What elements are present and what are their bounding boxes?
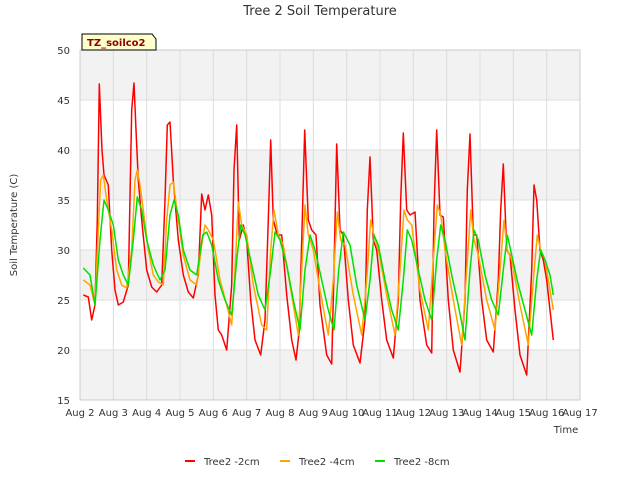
x-tick-label: Aug 9 — [299, 408, 328, 419]
x-tick-label: Aug 7 — [232, 408, 261, 419]
y-tick-label: 20 — [57, 346, 70, 357]
x-tick-label: Aug 4 — [132, 408, 161, 419]
plot-frame — [79, 49, 581, 401]
series-layer — [82, 82, 555, 376]
x-tick-label: Aug 17 — [562, 408, 597, 419]
chart-title: Tree 2 Soil Temperature — [242, 4, 397, 19]
background-band — [80, 50, 580, 100]
series-line-3 — [82, 196, 555, 341]
y-tick-label: 35 — [57, 196, 70, 207]
background-band — [80, 150, 580, 200]
legend-label: Tree2 -8cm — [393, 457, 450, 468]
y-tick-label: 45 — [57, 96, 70, 107]
badge-label: TZ_soilco2 — [87, 38, 146, 49]
plot-background-bands — [80, 50, 580, 400]
y-tick-label: 15 — [57, 396, 70, 407]
x-tick-label: Aug 16 — [529, 408, 564, 419]
x-tick-label: Aug 5 — [165, 408, 194, 419]
x-tick-label: Aug 13 — [429, 408, 464, 419]
x-tick-label: Aug 6 — [199, 408, 228, 419]
legend-item: Tree2 -4cm — [280, 457, 355, 468]
x-axis-label: Time — [553, 425, 578, 436]
x-tick-label: Aug 11 — [362, 408, 397, 419]
y-tick-label: 25 — [57, 296, 70, 307]
y-tick-label: 30 — [57, 246, 70, 257]
x-axis-ticks: Aug 2 Aug 3 Aug 4 Aug 5 Aug 6 Aug 7 Aug 8 Aug 9… — [65, 408, 597, 419]
y-tick-label: 50 — [57, 46, 70, 57]
legend-label: Tree2 -4cm — [298, 457, 355, 468]
x-tick-label: Aug 12 — [396, 408, 431, 419]
x-tick-label: Aug 3 — [99, 408, 128, 419]
background-band — [80, 350, 580, 400]
legend-item: Tree2 -8cm — [375, 457, 450, 468]
legend-label: Tree2 -2cm — [203, 457, 260, 468]
x-tick-label: Aug 8 — [265, 408, 294, 419]
legend: Tree2 -2cm Tree2 -4cm Tree2 -8cm — [185, 457, 450, 468]
y-axis-label: Soil Temperature (C) — [9, 174, 20, 277]
y-tick-label: 40 — [57, 146, 70, 157]
badge-box — [81, 33, 157, 51]
x-tick-label: Aug 14 — [462, 408, 497, 419]
legend-item: Tree2 -2cm — [185, 457, 260, 468]
y-axis-ticks: 15 20 25 30 35 40 45 50 — [57, 46, 70, 407]
x-tick-label: Aug 10 — [329, 408, 364, 419]
x-tick-label: Aug 2 — [65, 408, 94, 419]
station-badge: TZ_soilco2 — [81, 33, 157, 51]
series-line-1 — [83, 82, 555, 376]
x-tick-label: Aug 15 — [496, 408, 531, 419]
